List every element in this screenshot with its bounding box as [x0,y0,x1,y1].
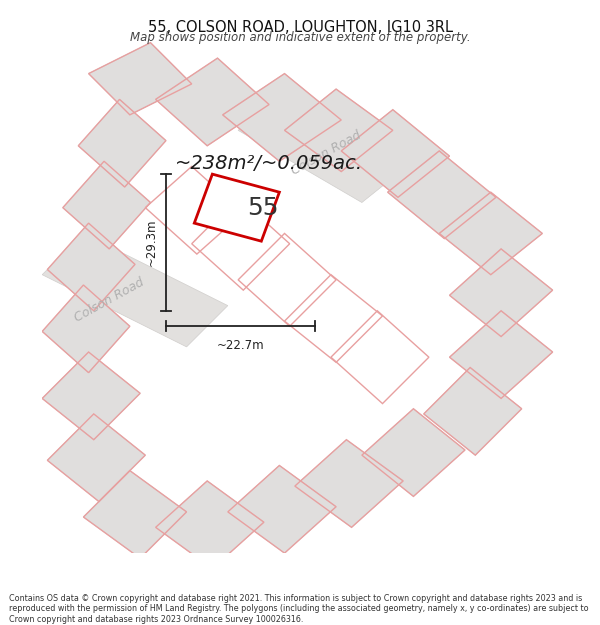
Polygon shape [194,174,280,241]
Polygon shape [47,223,135,311]
Text: ~22.7m: ~22.7m [217,339,265,352]
Polygon shape [42,285,130,372]
Polygon shape [228,466,336,553]
Polygon shape [223,74,341,161]
Polygon shape [238,89,413,202]
Polygon shape [362,409,465,496]
Polygon shape [341,110,449,198]
Polygon shape [388,151,496,239]
Text: 55: 55 [247,196,278,219]
Text: Colson Road: Colson Road [289,129,363,178]
Text: ~29.3m: ~29.3m [145,219,158,266]
Polygon shape [63,161,151,249]
Text: 55, COLSON ROAD, LOUGHTON, IG10 3RL: 55, COLSON ROAD, LOUGHTON, IG10 3RL [148,20,452,35]
Polygon shape [424,368,522,455]
Polygon shape [155,58,269,146]
Polygon shape [78,99,166,187]
Polygon shape [449,249,553,336]
Text: Contains OS data © Crown copyright and database right 2021. This information is : Contains OS data © Crown copyright and d… [9,594,589,624]
Text: Map shows position and indicative extent of the property.: Map shows position and indicative extent… [130,31,470,44]
Polygon shape [83,471,187,558]
Text: ~238m²/~0.059ac.: ~238m²/~0.059ac. [175,154,363,173]
Polygon shape [449,311,553,399]
Polygon shape [295,440,403,528]
Text: Colson Road: Colson Road [72,276,146,325]
Polygon shape [439,192,542,275]
Polygon shape [47,414,145,501]
Polygon shape [42,233,228,347]
Polygon shape [89,42,192,115]
Polygon shape [42,352,140,440]
Polygon shape [284,89,393,171]
Polygon shape [155,481,264,569]
